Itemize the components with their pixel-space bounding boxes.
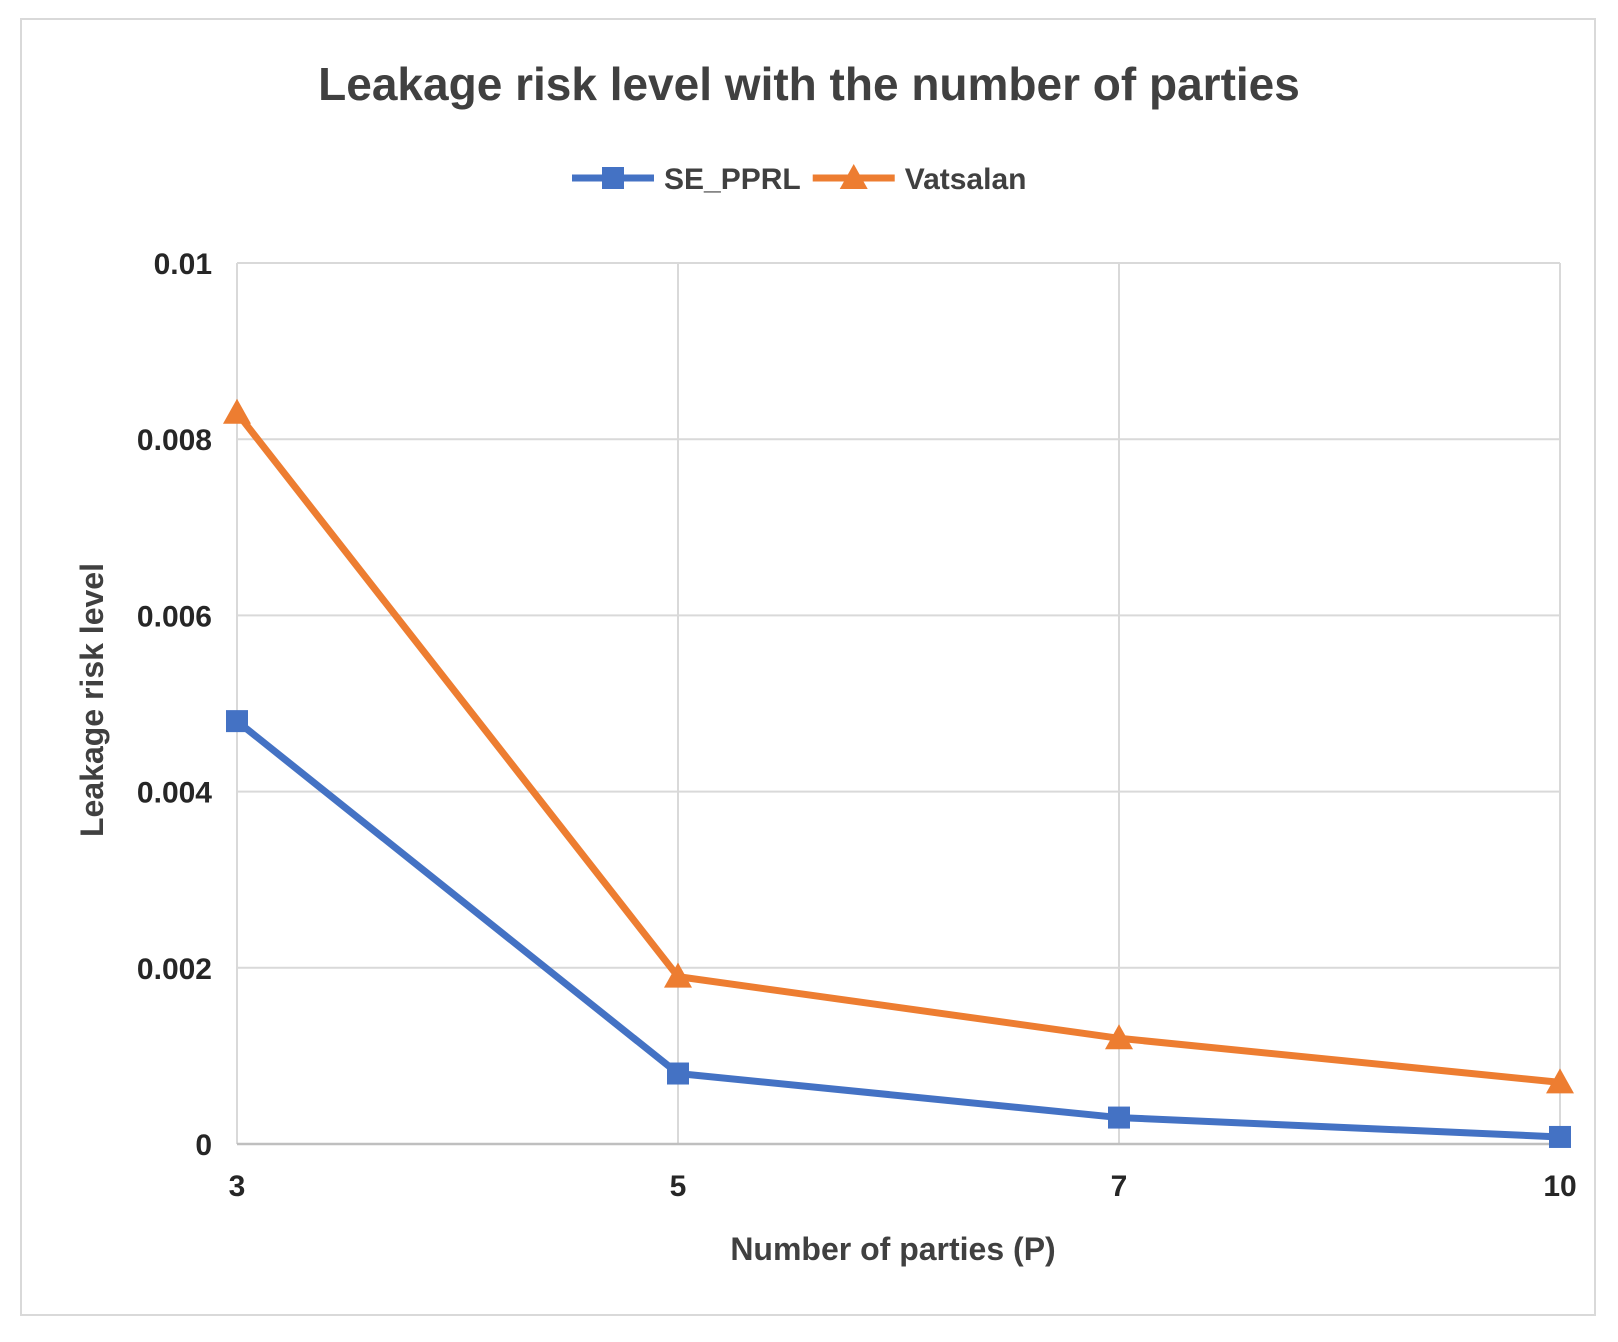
series-se-pprl xyxy=(226,710,1571,1148)
chart-frame xyxy=(20,18,1596,1316)
data-point-square xyxy=(1549,1125,1571,1148)
x-tick-label: 10 xyxy=(1543,1170,1576,1203)
y-tick-label: 0.008 xyxy=(137,424,212,457)
series-vatsalan xyxy=(223,398,1574,1094)
chart-legend: SE_PPRL Vatsalan xyxy=(572,163,1026,196)
x-tick-label: 3 xyxy=(229,1170,246,1203)
data-point-triangle xyxy=(1105,1024,1133,1050)
grid-lines xyxy=(236,262,1561,1144)
y-tick-label: 0 xyxy=(195,1129,212,1162)
legend-label: Vatsalan xyxy=(905,163,1027,196)
y-tick-label: 0.006 xyxy=(137,600,212,633)
x-tick-label: 7 xyxy=(1111,1170,1128,1203)
x-tick-label: 5 xyxy=(670,1170,687,1203)
data-point-triangle xyxy=(1546,1068,1574,1094)
legend-label: SE_PPRL xyxy=(664,163,801,196)
data-point-triangle xyxy=(223,398,251,424)
legend-marker xyxy=(839,164,868,189)
legend-marker xyxy=(602,167,624,189)
tick-labels: 0 0.002 0.004 0.006 0.008 0.01 3 5 7 10 xyxy=(137,248,1577,1203)
legend-item: SE_PPRL xyxy=(572,163,801,196)
data-point-square xyxy=(226,710,248,733)
y-axis-title: Leakage risk level xyxy=(74,563,110,837)
legend-item: Vatsalan xyxy=(812,163,1027,196)
x-axis-title: Number of parties (P) xyxy=(730,1231,1055,1267)
data-point-triangle xyxy=(664,962,692,988)
data-point-square xyxy=(667,1062,689,1085)
y-tick-label: 0.002 xyxy=(137,953,212,986)
series-line xyxy=(234,718,1561,1141)
series-layer xyxy=(223,398,1574,1148)
series-line xyxy=(234,410,1561,1086)
y-tick-label: 0.01 xyxy=(154,248,212,281)
data-point-square xyxy=(1108,1106,1130,1129)
chart-title: Leakage risk level with the number of pa… xyxy=(318,58,1300,110)
y-tick-label: 0.004 xyxy=(137,777,212,810)
